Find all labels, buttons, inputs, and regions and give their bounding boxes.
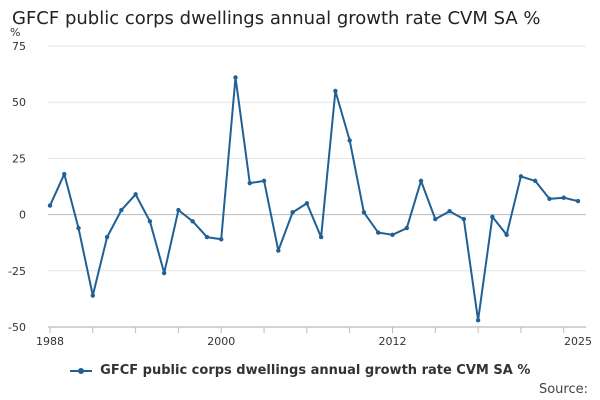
series-line [49, 76, 579, 322]
data-point [119, 207, 124, 213]
legend-label: GFCF public corps dwellings annual growt… [100, 363, 531, 378]
data-point [461, 216, 467, 222]
y-axis-ticks: -50 -25 0 25 50 75 [8, 40, 26, 334]
data-point [376, 230, 381, 235]
data-point [532, 178, 538, 184]
data-point [333, 88, 338, 94]
data-point [347, 138, 352, 143]
y-tick-label: 25 [12, 152, 26, 165]
data-point [62, 171, 67, 177]
data-point [433, 216, 438, 222]
data-point [418, 178, 424, 184]
legend-swatch [69, 365, 92, 377]
data-point [219, 237, 224, 242]
data-point [276, 248, 281, 253]
data-point [518, 174, 524, 179]
legend: GFCF public corps dwellings annual growt… [0, 363, 600, 378]
x-axis: 1988 2000 2012 2025 [36, 326, 592, 348]
chart-title: GFCF public corps dwellings annual growt… [12, 8, 541, 29]
data-point [204, 234, 210, 240]
data-point [161, 270, 167, 276]
data-point [475, 318, 481, 323]
x-tick-label: 1988 [36, 335, 64, 348]
data-point [361, 210, 367, 215]
source-label: Source: [538, 382, 588, 397]
data-point [290, 210, 295, 215]
data-point [490, 214, 495, 220]
x-tick-label: 2025 [564, 335, 592, 348]
y-tick-label: 75 [12, 40, 26, 53]
y-axis-unit-label: % [10, 26, 20, 39]
data-point [404, 225, 409, 231]
series-layer [47, 75, 581, 323]
data-point [561, 195, 566, 200]
y-tick-label: -50 [8, 321, 26, 334]
data-point [233, 75, 238, 80]
data-point [547, 196, 552, 202]
data-point [90, 293, 96, 298]
data-point [147, 219, 153, 224]
data-point [318, 234, 324, 240]
data-point [304, 201, 310, 206]
data-point [390, 232, 395, 238]
y-tick-label: 50 [12, 96, 26, 109]
gridlines [48, 45, 586, 328]
data-point [575, 198, 581, 204]
data-point [133, 192, 138, 197]
data-point [104, 234, 110, 240]
x-tick-label: 2000 [207, 335, 235, 348]
data-point [190, 219, 195, 224]
data-point [261, 178, 267, 184]
data-point [76, 225, 81, 231]
data-point [47, 203, 53, 208]
y-tick-label: 0 [19, 209, 26, 222]
data-point [504, 232, 509, 238]
data-point [447, 209, 452, 214]
y-tick-label: -25 [8, 265, 26, 278]
data-point [247, 180, 252, 186]
x-tick-label: 2012 [378, 335, 406, 348]
data-point [176, 207, 181, 213]
